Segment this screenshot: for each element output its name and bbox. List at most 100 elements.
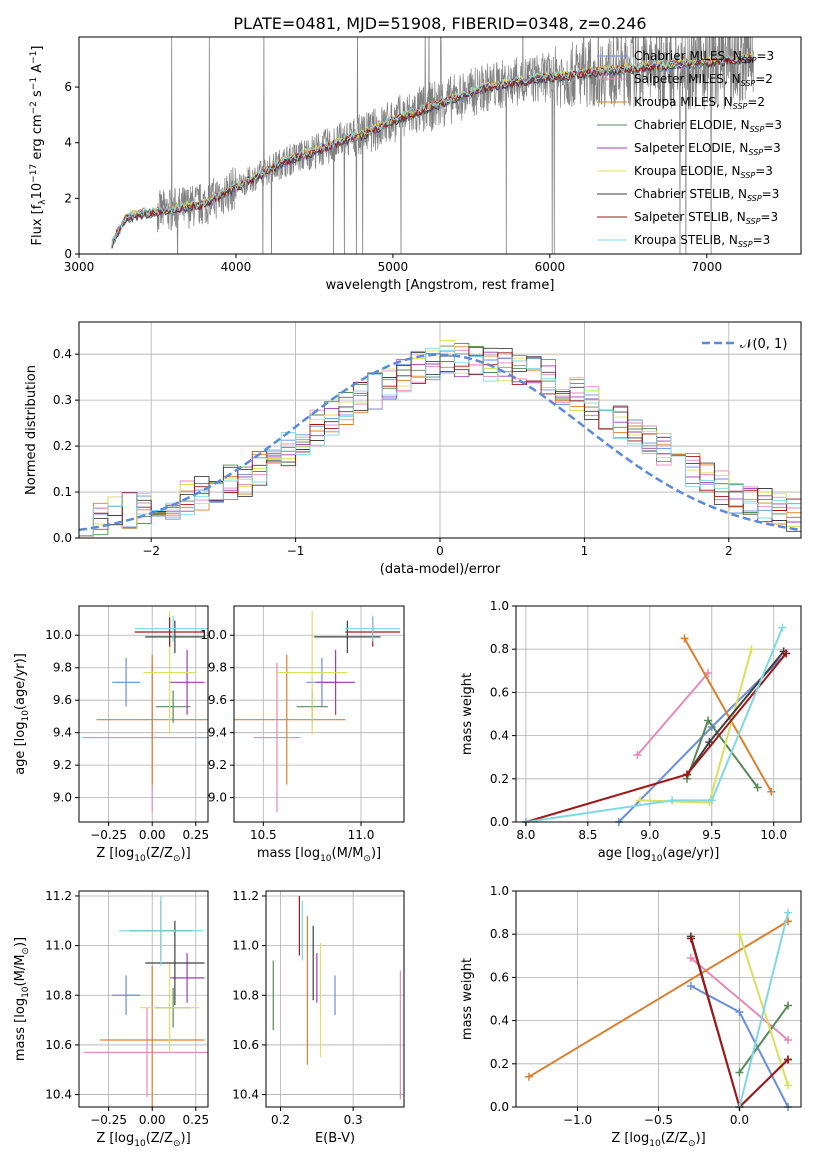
weight-vs-age-ytick-label: 1.0 — [490, 599, 509, 613]
residuals-ylabel: Normed distribution — [24, 365, 39, 495]
age-vs-mass-ytick-label: 9.4 — [208, 726, 227, 740]
age-vs-mass-ytick-label: 9.6 — [208, 693, 227, 707]
mass-vs-ebv-ytick-label: 11.0 — [232, 939, 259, 953]
weight-vs-Z-ytick-label: 1.0 — [490, 884, 509, 898]
mass-vs-Z-errorbar-2 — [99, 965, 205, 1107]
age-vs-Z-panel: −0.25 0.00 0.25 9.0 9.2 9.4 9.6 9.8 10.0 Z [log10… — [13, 605, 209, 864]
age-vs-Z-errorbar-7 — [134, 617, 205, 647]
mass-vs-ebv-panel: 0.2 0.3 10.4 10.6 10.8 11.0 11.2 E(B-V) — [232, 889, 405, 1146]
residuals-xtick-label: 1 — [581, 544, 589, 558]
mass-vs-ebv-ytick-label: 10.6 — [232, 1038, 259, 1052]
weight-vs-Z-marker-3 — [735, 1068, 744, 1077]
mass-vs-Z-ytick-label: 10.4 — [45, 1088, 72, 1102]
age-vs-mass-xtick-label: 10.5 — [250, 828, 277, 842]
age-vs-Z-xlabel: Z [log10(Z/Z⊙)] — [96, 846, 190, 864]
weight-vs-age-marker-1 — [704, 668, 713, 677]
weight-vs-age-marker-6 — [683, 770, 691, 779]
age-vs-mass-xtick-label: 11.0 — [348, 828, 375, 842]
residuals-ytick-label: 0.2 — [53, 439, 72, 453]
spectrum-ytick-label: 6 — [64, 80, 72, 94]
weight-vs-age-marker-4 — [635, 796, 644, 805]
age-vs-mass-ytick-label: 9.2 — [208, 758, 227, 772]
residuals-xtick-label: 2 — [725, 544, 733, 558]
spectrum-xtick-label: 6000 — [535, 260, 566, 274]
spectrum-ylabel: Flux [fλ10−17 erg cm−2 s−1 A−1] — [29, 46, 48, 246]
weight-vs-Z-line-2 — [528, 920, 789, 1078]
residuals-xtick-label: 0 — [436, 544, 444, 558]
weight-vs-Z-marker-1 — [784, 1036, 793, 1045]
age-vs-Z-ytick-label: 9.0 — [53, 791, 72, 805]
mass-vs-Z-axes-frame — [78, 890, 209, 1108]
residuals-ytick-label: 0.0 — [53, 531, 72, 545]
mass-vs-Z-errorbar-6 — [145, 920, 205, 1006]
age-vs-mass-xlabel: mass [log10(M/M⊙)] — [257, 846, 381, 864]
model-line-8 — [111, 52, 755, 246]
model-line-7 — [111, 54, 755, 248]
weight-vs-age-marker-7 — [778, 623, 787, 632]
age-vs-Z-ytick-label: 10.0 — [45, 628, 72, 642]
age-vs-Z-errorbar-6 — [145, 620, 205, 654]
age-vs-mass-errorbar-1 — [253, 662, 301, 813]
weight-vs-Z-ytick-label: 0.6 — [490, 970, 509, 984]
spectrum-xtick-label: 3000 — [64, 260, 95, 274]
mass-vs-ebv-ytick-label: 10.8 — [232, 988, 259, 1002]
age-vs-mass-errorbar-5 — [276, 610, 348, 735]
mass-vs-ebv-ytick-label: 10.4 — [232, 1088, 259, 1102]
mass-vs-Z-ytick-label: 10.8 — [45, 988, 72, 1002]
age-vs-Z-axes-frame — [78, 605, 209, 823]
age-vs-Z-xtick-label: −0.25 — [90, 828, 127, 842]
residuals-xtick-label: −1 — [287, 544, 305, 558]
weight-vs-age-xlabel: age [log10(age/yr)] — [598, 846, 720, 864]
mass-vs-Z-errorbar-1 — [84, 1007, 208, 1098]
age-vs-Z-errorbar-3 — [155, 690, 191, 723]
weight-vs-Z-xtick-label: −1.0 — [563, 1113, 592, 1127]
weight-vs-Z-marker-4 — [735, 930, 744, 939]
mass-vs-ebv-xlabel: E(B-V) — [315, 1131, 355, 1146]
age-vs-Z-xtick-label: 0.00 — [139, 828, 166, 842]
legend-label-4: Salpeter ELODIE, NSSP=3 — [634, 141, 781, 157]
age-vs-mass-axes-frame — [233, 605, 405, 823]
residuals-xtick-label: −2 — [142, 544, 160, 558]
spectrum-ytick-label: 4 — [64, 136, 72, 150]
weight-vs-age-ytick-label: 0.2 — [490, 772, 509, 786]
weight-vs-Z-marker-3 — [784, 1001, 793, 1010]
weight-vs-age-ytick-label: 0.0 — [490, 815, 509, 829]
age-vs-Z-ytick-label: 9.4 — [53, 726, 72, 740]
weight-vs-Z-line-7 — [738, 912, 789, 1108]
weight-vs-age-ylabel: mass weight — [460, 673, 475, 755]
weight-vs-age-marker-2 — [680, 634, 689, 643]
weight-vs-Z-marker-7 — [784, 908, 793, 917]
weight-vs-Z-marker-1 — [686, 953, 695, 962]
weight-vs-age-line-2 — [683, 637, 773, 793]
weight-vs-age-ytick-label: 0.6 — [490, 685, 509, 699]
weight-vs-age-marker-7 — [707, 796, 716, 805]
mass-vs-Z-ytick-label: 10.6 — [45, 1038, 72, 1052]
weight-vs-Z-marker-0 — [686, 982, 695, 991]
age-vs-Z-ytick-label: 9.2 — [53, 758, 72, 772]
age-vs-Z-errorbar-4 — [169, 649, 205, 715]
weight-vs-Z-marker-6 — [686, 934, 695, 943]
residual-histogram-8 — [79, 347, 801, 537]
age-vs-Z-ytick-label: 9.6 — [53, 693, 72, 707]
age-vs-mass-errorbar-2 — [234, 654, 346, 785]
weight-vs-Z-ytick-label: 0.2 — [490, 1057, 509, 1071]
legend-label-6: Chabrier STELIB, NSSP=3 — [634, 187, 779, 203]
mass-vs-Z-ytick-label: 11.2 — [45, 889, 72, 903]
spectrum-panel: 3000 4000 5000 6000 7000 0 2 4 6 wavelength [Angs… — [29, 36, 802, 293]
mass-vs-ebv-xtick-label: 0.3 — [344, 1113, 363, 1127]
weight-vs-age-axes-frame — [515, 605, 802, 823]
weight-vs-Z-marker-0 — [735, 1007, 744, 1016]
gaussian-legend-label: 𝒩(0, 1) — [740, 337, 787, 352]
spectrum-ytick-label: 2 — [64, 191, 72, 205]
weight-vs-age-ytick-label: 0.4 — [490, 729, 509, 743]
weight-vs-age-line-7 — [525, 627, 784, 823]
weight-vs-Z-ytick-label: 0.4 — [490, 1014, 509, 1028]
weight-vs-Z-xlabel: Z [log10(Z/Z⊙)] — [611, 1131, 705, 1149]
spectrum-ytick-label: 0 — [64, 247, 72, 261]
weight-vs-Z-xtick-label: 0.0 — [730, 1113, 749, 1127]
weight-vs-age-panel: 8.0 8.5 9.0 9.5 10.0 0.0 0.2 0.4 0.6 0.8 1.0 age [l… — [460, 599, 802, 864]
mass-vs-Z-panel: −0.25 0.00 0.25 10.4 10.6 10.8 11.0 11.2 Z [log1… — [13, 889, 209, 1149]
weight-vs-age-marker-2 — [767, 787, 776, 796]
age-vs-mass-ytick-label: 9.8 — [208, 661, 227, 675]
